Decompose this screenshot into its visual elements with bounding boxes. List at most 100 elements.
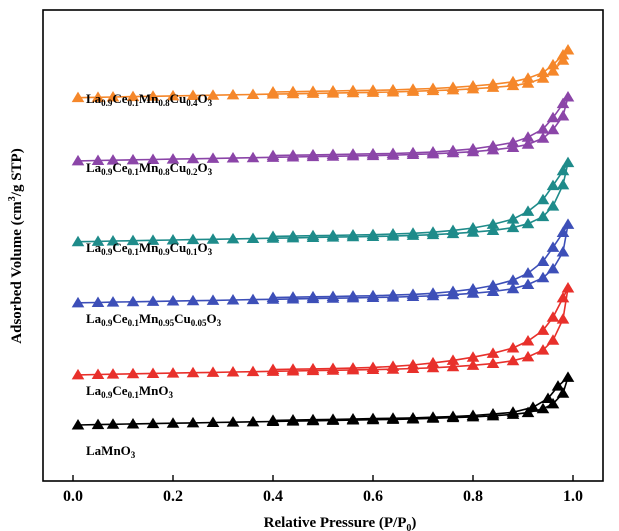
data-point	[536, 402, 550, 414]
data-point	[386, 83, 400, 95]
data-point	[266, 414, 280, 425]
data-point	[506, 354, 520, 366]
data-point	[486, 408, 500, 419]
data-point	[246, 293, 260, 305]
data-point	[286, 85, 300, 97]
data-point	[186, 416, 200, 428]
data-point	[486, 224, 500, 235]
data-point	[71, 368, 85, 380]
data-point	[426, 82, 440, 93]
data-point	[386, 412, 400, 423]
data-point	[286, 363, 300, 374]
data-point	[426, 411, 440, 422]
data-point	[91, 296, 105, 307]
x-tick-label: 0.2	[163, 488, 183, 505]
data-point	[546, 123, 560, 135]
data-point	[556, 313, 570, 324]
data-point	[386, 360, 400, 371]
data-point	[206, 89, 220, 100]
data-point	[521, 334, 535, 346]
data-point	[406, 288, 420, 299]
data-point	[556, 387, 570, 398]
data-point	[546, 111, 560, 123]
data-point	[546, 200, 560, 211]
series-label: La0.9Ce0.1Mn0.9Cu0.1O3	[86, 240, 213, 257]
data-point	[506, 75, 520, 87]
data-point	[106, 368, 120, 379]
data-point	[536, 123, 550, 134]
data-point	[486, 218, 500, 229]
x-tick-label: 0.0	[63, 488, 83, 505]
data-point	[486, 279, 500, 291]
data-point	[346, 84, 360, 96]
x-axis-ticks: 0.0 0.2 0.4 0.6 0.8 1.0	[63, 475, 583, 505]
data-point	[446, 224, 460, 235]
data-point	[556, 226, 570, 238]
data-point	[521, 217, 535, 229]
data-point	[126, 234, 140, 246]
data-point	[546, 179, 560, 191]
series-group	[71, 281, 575, 380]
data-point	[206, 233, 220, 244]
data-point	[556, 48, 570, 60]
data-point	[406, 227, 420, 238]
data-point	[266, 149, 280, 161]
data-point	[406, 83, 420, 94]
data-point	[536, 193, 550, 205]
data-point	[486, 140, 500, 151]
data-point	[146, 90, 160, 101]
data-point	[386, 289, 400, 300]
data-point	[91, 154, 105, 166]
data-point	[446, 354, 460, 365]
data-point	[536, 132, 550, 143]
data-point	[521, 267, 535, 278]
data-point	[466, 221, 480, 233]
data-point	[556, 97, 570, 109]
data-point	[556, 291, 570, 303]
data-point	[126, 417, 140, 429]
data-point	[486, 347, 500, 358]
data-point	[546, 334, 560, 345]
data-point	[541, 392, 555, 404]
data-point	[556, 178, 570, 190]
data-point	[536, 344, 550, 355]
series-line-adsorption	[77, 287, 569, 376]
data-point	[246, 365, 260, 377]
data-point	[346, 362, 360, 373]
data-point	[286, 414, 300, 425]
series-line-adsorption	[77, 377, 569, 426]
data-point	[106, 235, 120, 246]
series-labels: LaMnO3 La0.9Ce0.1MnO3 La0.9Ce0.1Mn0.95Cu0.…	[86, 91, 222, 460]
data-point	[246, 151, 260, 163]
data-point	[546, 262, 560, 274]
data-point	[326, 229, 340, 240]
data-point	[306, 413, 320, 425]
data-point	[71, 235, 85, 247]
data-point	[326, 290, 340, 301]
data-point	[521, 131, 535, 142]
data-point	[536, 72, 550, 83]
data-point	[426, 356, 440, 368]
data-point	[306, 85, 320, 96]
data-point	[521, 138, 535, 149]
data-point	[206, 294, 220, 305]
data-point	[71, 91, 85, 103]
data-point	[91, 418, 105, 430]
data-point	[526, 401, 540, 412]
data-point	[346, 412, 360, 424]
data-point	[206, 416, 220, 428]
data-point	[561, 371, 575, 382]
data-point	[446, 81, 460, 92]
data-point	[91, 235, 105, 246]
data-point	[286, 149, 300, 160]
data-point	[446, 410, 460, 422]
data-point	[306, 148, 320, 160]
data-point	[186, 152, 200, 164]
data-point	[266, 86, 280, 97]
y-axis-title: Adsorbed Volume (cm3/g STP)	[7, 148, 25, 343]
data-point	[226, 366, 240, 377]
data-point	[346, 148, 360, 159]
series-label: LaMnO3	[86, 443, 136, 460]
series-curves	[71, 44, 575, 430]
data-point	[466, 351, 480, 362]
